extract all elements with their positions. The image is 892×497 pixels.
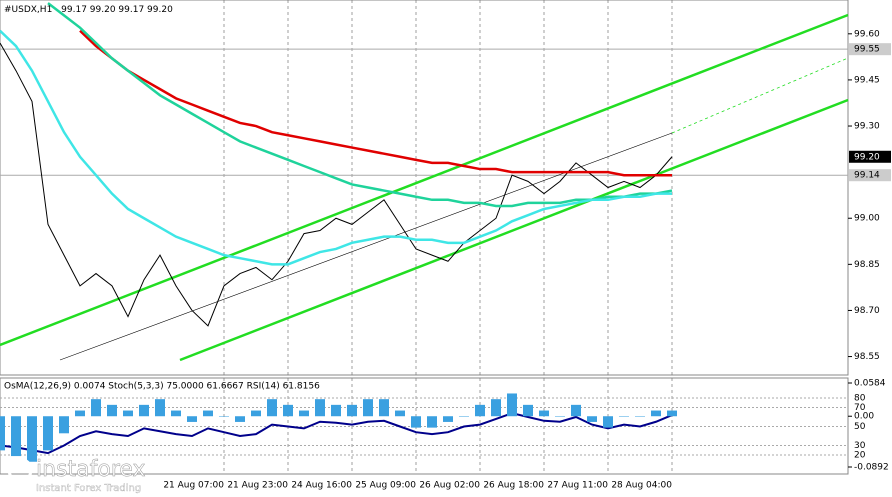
osma-bar <box>459 416 469 417</box>
level-label: 99.55 <box>854 45 880 55</box>
series-line <box>0 42 673 327</box>
series-line <box>0 29 672 266</box>
osma-bar <box>427 416 437 428</box>
level-box <box>849 43 891 56</box>
osma-bar <box>523 404 533 417</box>
osma-bar <box>651 410 661 417</box>
y2-tick-label: 0.0584 <box>854 379 886 389</box>
x-tick-label: 27 Aug 11:00 <box>547 481 608 491</box>
osma-bar <box>555 416 565 417</box>
y-tick-label: 99.60 <box>854 29 880 39</box>
osma-bar <box>299 410 309 417</box>
osma-bar <box>395 410 405 417</box>
y2-tick-label: 0.00 <box>854 412 874 422</box>
symbol-header: #USDX,H1 99.17 99.20 99.17 99.20 <box>4 5 173 15</box>
osma-bar <box>315 399 325 417</box>
logo-name: instaforex <box>36 457 146 482</box>
osma-bar <box>635 416 645 417</box>
y-tick-label: 50 <box>854 422 866 432</box>
y-tick-label: 98.70 <box>854 306 880 316</box>
y2-tick-label: -0.0892 <box>854 463 889 473</box>
osma-bar <box>571 404 581 417</box>
osma-bar <box>491 399 501 417</box>
x-tick-label: 26 Aug 18:00 <box>483 481 544 491</box>
level-label: 99.14 <box>854 171 880 181</box>
osma-bar <box>59 416 69 434</box>
osma-bar <box>171 410 181 417</box>
channel-mid <box>59 132 673 361</box>
osma-bar <box>235 416 245 422</box>
osma-bar <box>11 416 21 457</box>
y-tick-label: 98.85 <box>854 260 880 270</box>
osma-bar <box>203 410 213 417</box>
main-pane <box>0 0 849 376</box>
y-tick-label: 99.00 <box>854 214 880 224</box>
x-tick-label: 26 Aug 02:00 <box>419 481 480 491</box>
x-tick-label: 25 Aug 09:00 <box>355 481 416 491</box>
osma-bar <box>587 416 597 422</box>
osma-bar <box>507 393 517 417</box>
osma-bar <box>475 404 485 417</box>
level-box <box>849 169 891 182</box>
y-tick-label: 98.55 <box>854 352 880 362</box>
x-tick-label: 24 Aug 16:00 <box>291 481 352 491</box>
ohlc: 99.17 99.20 99.17 99.20 <box>61 5 173 15</box>
y-tick-label: 20 <box>854 451 866 461</box>
y-tick-label: 80 <box>854 394 866 404</box>
x-tick-label: 21 Aug 07:00 <box>163 481 224 491</box>
grid <box>0 0 848 474</box>
osma-bar <box>0 416 5 451</box>
y-tick-label: 99.45 <box>854 75 880 85</box>
osma-bar <box>283 404 293 417</box>
osma-bar <box>75 410 85 417</box>
osma-bar <box>347 404 357 417</box>
osma-bar <box>107 404 117 417</box>
indicator-title: OsMA(12,26,9) 0.0074 Stoch(5,3,3) 75.000… <box>4 382 320 392</box>
osma-bar <box>411 416 421 428</box>
osma-bar <box>155 399 165 417</box>
osma-bar <box>251 410 261 417</box>
x-tick-label: 28 Aug 04:00 <box>611 481 672 491</box>
series-line <box>79 29 672 177</box>
osma-bar <box>667 410 677 417</box>
osma-bar <box>43 416 53 451</box>
osma-bar <box>91 399 101 417</box>
osma-bar <box>619 416 629 417</box>
osma-bar <box>267 399 277 417</box>
osma-bar <box>331 404 341 417</box>
logo: instaforex Instant Forex Trading <box>7 457 146 494</box>
plot <box>0 2 677 462</box>
y-tick-label: 99.30 <box>854 122 880 132</box>
price-label: 99.20 <box>854 152 880 162</box>
series-line <box>47 2 673 208</box>
logo-tagline: Instant Forex Trading <box>36 483 141 494</box>
osma-bar <box>219 416 229 417</box>
osma-bar <box>539 410 549 417</box>
y-tick-label: 70 <box>854 403 866 413</box>
x-tick-label: 21 Aug 23:00 <box>227 481 288 491</box>
osma-bar <box>27 416 37 462</box>
osma-bar <box>363 399 373 417</box>
osma-bar <box>187 416 197 422</box>
osma-bar <box>379 399 389 417</box>
symbol: #USDX,H1 <box>4 5 52 15</box>
osma-bar <box>139 404 149 417</box>
series-line <box>0 412 673 455</box>
osma-bar <box>443 416 453 422</box>
channel-mid-ext <box>671 57 849 134</box>
osma-bar <box>123 410 133 417</box>
channel-upper <box>0 13 849 347</box>
osma-bar <box>603 416 613 428</box>
price-box <box>849 150 891 163</box>
logo-icon <box>7 457 33 483</box>
y-tick-label: 30 <box>854 441 866 451</box>
channel-lower <box>179 98 849 362</box>
